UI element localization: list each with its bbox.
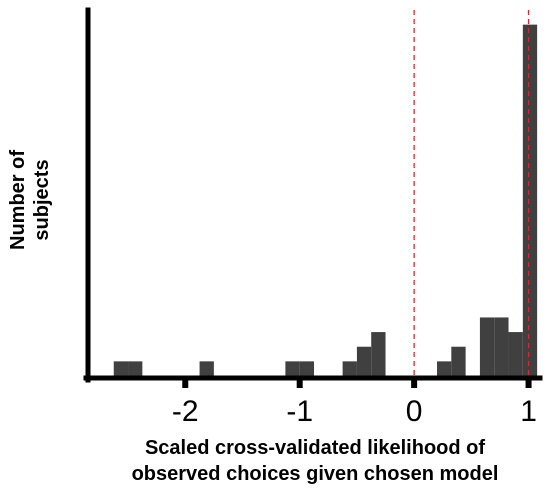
histogram-bar-1 (128, 361, 143, 376)
reference-lines (413, 10, 530, 376)
x-axis-ticks (182, 378, 532, 388)
histogram-bar-9 (451, 346, 466, 376)
histogram-bar-4 (299, 361, 314, 376)
x-tick-label-2: 0 (406, 395, 423, 428)
y-axis-label-line-2: subjects (31, 159, 53, 240)
x-axis-label-line-1: Scaled cross-validated likelihood of (145, 437, 485, 459)
histogram-bar-5 (342, 361, 357, 376)
histogram-bar-13 (522, 24, 538, 376)
x-axis-label-line-2: observed choices given chosen model (132, 463, 499, 485)
histogram-bar-2 (199, 361, 214, 376)
histogram-bar-11 (494, 317, 509, 376)
y-axis-label-line-1: Number of (7, 150, 29, 250)
histogram-bar-10 (479, 317, 495, 376)
histogram-bar-0 (113, 361, 129, 376)
histogram-bar-3 (285, 361, 300, 376)
x-axis-tick-labels: -2 -1 0 1 (172, 395, 537, 428)
histogram-bar-7 (371, 332, 386, 376)
y-axis-label: Number of subjects (7, 150, 53, 250)
histogram-bars (113, 24, 538, 376)
x-tick-label-1: -1 (286, 395, 313, 428)
histogram-bar-8 (437, 361, 452, 376)
histogram-bar-6 (356, 346, 372, 376)
x-tick-label-0: -2 (172, 395, 199, 428)
histogram-bar-12 (508, 332, 523, 376)
x-tick-label-3: 1 (520, 395, 537, 428)
